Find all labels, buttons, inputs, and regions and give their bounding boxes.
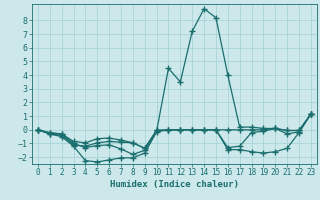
X-axis label: Humidex (Indice chaleur): Humidex (Indice chaleur) [110, 180, 239, 189]
